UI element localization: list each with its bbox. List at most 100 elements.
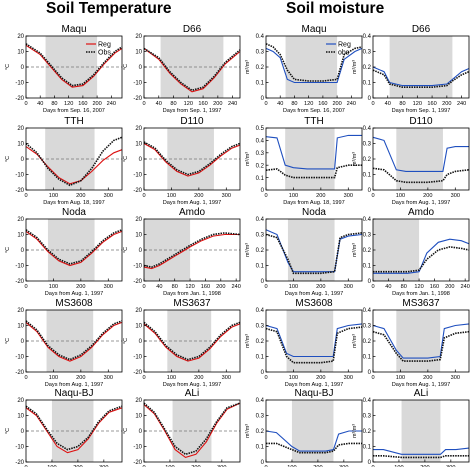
y-axis-label: m³/m³ [245,60,251,74]
y-axis-label: m³/m³ [352,152,358,166]
x-tick-label: 200 [92,101,101,107]
x-tick-label: 200 [316,284,325,290]
y-tick-label: 0 [21,248,25,254]
x-tick-label: 0 [142,465,145,467]
x-tick-label: 300 [339,465,348,467]
x-tick-label: 300 [344,193,353,199]
site-title: Naqu-BJ [55,388,94,399]
y-tick-label: -20 [15,188,24,194]
panel-moisture-amdo: Amdo 0 0.1 0.2 0.3 0.4 0 40 80 120 160 200 240 Days f… [352,207,470,297]
x-tick-label: 0 [371,284,374,290]
y-tick-label: 20 [17,308,24,314]
x-tick-label: 100 [289,193,298,199]
y-tick-label: -20 [15,279,24,285]
y-tick-label: -20 [133,279,142,285]
y-tick-label: 0.3 [256,414,265,420]
series-obs-line [143,321,241,361]
y-tick-label: 0.4 [363,34,372,40]
y-tick-label: 0 [21,157,25,163]
y-tick-label: 10 [17,324,24,330]
x-axis-label: Days from Aug. 1, 1997 [45,382,103,388]
y-tick-label: 0.2 [363,248,372,254]
y-axis-label: m³/m³ [352,60,358,74]
x-tick-label: 200 [316,193,325,199]
x-tick-label: 40 [156,284,162,290]
x-tick-label: 200 [76,193,85,199]
y-tick-label: 0.4 [256,139,265,145]
y-tick-label: 0.4 [256,217,265,223]
x-tick-label: 300 [104,375,113,381]
y-tick-label: 0 [139,248,143,254]
x-tick-label: 300 [344,375,353,381]
y-tick-label: 0 [261,279,265,285]
x-tick-label: 0 [24,284,27,290]
y-tick-label: 0.2 [256,429,265,435]
series-reg-line [143,47,241,93]
x-tick-label: 0 [264,465,267,467]
legend-label-obs: Obs [98,50,111,57]
y-tick-label: 0.5 [256,126,265,132]
y-tick-label: 0.1 [363,173,372,179]
y-tick-label: 0 [139,339,143,345]
x-tick-label: 300 [217,465,226,467]
y-axis-label: m³/m³ [352,243,358,257]
x-tick-label: 240 [460,284,469,290]
x-tick-label: 200 [194,375,203,381]
y-axis-label: °C [5,156,11,162]
site-title: D66 [412,24,431,35]
site-title: TTH [64,116,83,127]
y-tick-label: 0.1 [256,264,265,270]
x-tick-label: 200 [332,101,341,107]
y-axis-label: m³/m³ [245,152,251,166]
soil-moisture-title: Soil moisture [286,0,385,17]
x-axis-label: Days from Aug. 1, 1997 [45,291,103,297]
y-tick-label: -20 [15,370,24,376]
x-tick-label: 160 [430,284,439,290]
x-axis-label: Days from Aug. 18, 1997 [43,200,105,206]
site-title: ALi [185,388,199,399]
y-tick-label: -10 [133,81,142,87]
series-reg-line [372,323,470,359]
series-obs-line [25,320,123,361]
x-tick-label: 100 [287,465,296,467]
y-tick-label: 10 [17,50,24,56]
site-title: ALi [414,388,428,399]
site-title: MS3608 [295,298,333,309]
y-tick-label: 10 [135,233,142,239]
x-tick-label: 160 [201,284,210,290]
site-title: Noda [62,207,86,218]
x-tick-label: 0 [142,193,145,199]
x-tick-label: 0 [24,101,27,107]
y-axis-label: °C [5,64,11,70]
y-axis-label: °C [5,428,11,434]
plot-frame [265,127,363,191]
site-title: Maqu [301,24,326,35]
site-title: Naqu-BJ [295,388,334,399]
y-tick-label: -10 [15,173,24,179]
y-tick-label: -20 [133,370,142,376]
x-tick-label: 300 [222,375,231,381]
x-tick-label: 200 [191,465,200,467]
series-reg-line [373,238,470,274]
y-tick-label: 0 [261,370,265,376]
y-axis-label: °C [5,247,11,253]
series-reg-line [143,323,241,362]
y-tick-label: 0 [368,460,372,466]
series-obs-line [25,43,123,87]
x-tick-label: 200 [194,193,203,199]
y-tick-label: -10 [15,81,24,87]
y-tick-label: 0.4 [256,308,265,314]
y-tick-label: 20 [135,217,142,223]
legend-label-reg: Reg [98,42,111,49]
x-tick-label: 0 [24,375,27,381]
series-reg-line [265,134,362,170]
x-tick-label: 240 [457,101,466,107]
y-tick-label: 20 [135,398,142,404]
y-tick-label: 0.4 [363,398,372,404]
y-tick-label: 0.3 [256,324,265,330]
